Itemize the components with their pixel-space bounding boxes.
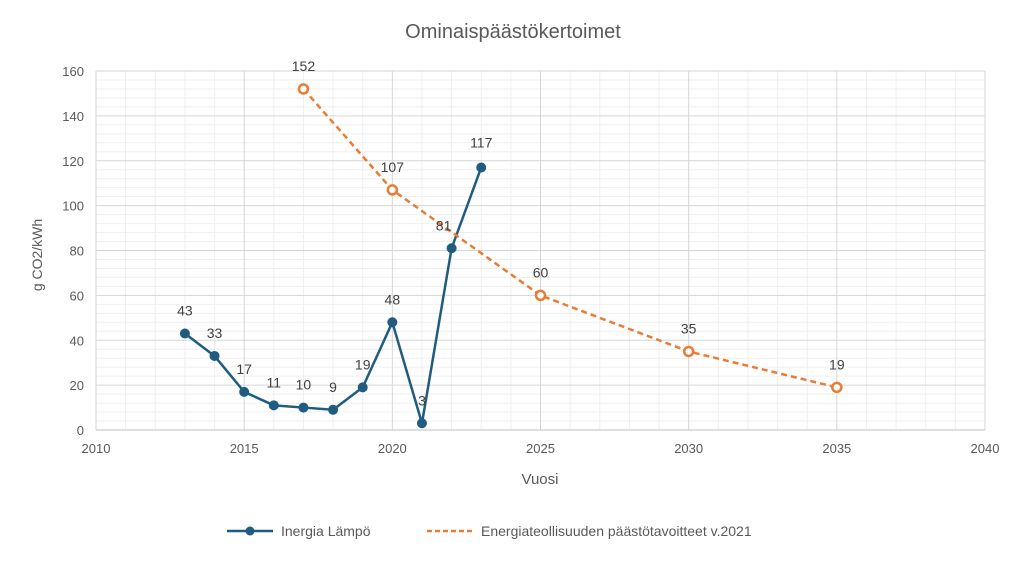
data-labels: 43 33 17 11 10 9 19 48 3 81 117 152 107 60 35 19: [177, 58, 845, 408]
series-line-1: [302, 88, 838, 389]
legend-label-energiateollisuus: Energiateollisuuden päästötavoitteet v.2…: [481, 523, 752, 539]
data-point: [209, 350, 220, 361]
data-point: [534, 289, 547, 302]
legend-item-inergia: Inergia Lämpö: [227, 523, 371, 539]
data-point: [179, 328, 190, 339]
data-label: 3: [418, 392, 426, 408]
x-tick-label: 2025: [526, 441, 555, 456]
data-point: [239, 386, 250, 397]
data-label: 9: [329, 379, 337, 395]
data-point: [328, 404, 339, 415]
data-point: [298, 402, 309, 413]
legend: Inergia Lämpö Energiateollisuuden päästö…: [227, 523, 752, 539]
data-label: 17: [236, 361, 252, 377]
legend-marker-inergia: [245, 526, 255, 536]
data-point: [268, 400, 279, 411]
data-point: [386, 184, 399, 196]
data-label: 19: [355, 356, 371, 372]
data-point: [446, 243, 457, 254]
y-tick-label: 40: [70, 333, 84, 348]
data-label: 81: [436, 217, 452, 233]
data-point: [387, 317, 398, 328]
data-label: 10: [296, 377, 312, 393]
data-label: 48: [385, 291, 401, 307]
x-tick-label: 2040: [971, 441, 1000, 456]
data-point: [357, 382, 368, 393]
data-point: [831, 381, 843, 394]
data-label: 152: [292, 58, 316, 74]
data-point: [682, 345, 695, 358]
y-tick-label: 160: [62, 64, 84, 79]
y-axis-title: g CO2/kWh: [29, 219, 45, 291]
data-label: 33: [207, 325, 223, 341]
x-tick-label: 2035: [822, 441, 851, 456]
data-label: 43: [177, 303, 193, 319]
chart-title: Ominaispäästökertoimet: [405, 21, 621, 43]
data-label: 19: [829, 356, 845, 372]
x-tick-label: 2015: [230, 441, 259, 456]
y-tick-label: 60: [70, 288, 84, 303]
x-tick-label: 2020: [378, 441, 407, 456]
y-tick-label: 120: [62, 154, 84, 169]
axes: 2010 2015 2020 2025 2030 2035 2040020406080100…: [62, 64, 999, 456]
data-point: [416, 418, 427, 429]
data-point: [297, 83, 310, 95]
data-label: 60: [533, 264, 549, 280]
data-label: 11: [267, 374, 282, 390]
legend-item-energiateollisuus: Energiateollisuuden päästötavoitteet v.2…: [427, 523, 752, 539]
data-label: 107: [381, 159, 405, 175]
legend-label-inergia: Inergia Lämpö: [281, 523, 371, 539]
y-tick-label: 100: [62, 199, 84, 214]
data-label: 35: [681, 320, 697, 336]
x-tick-label: 2030: [674, 441, 703, 456]
data-point: [476, 162, 487, 173]
y-tick-label: 0: [77, 423, 84, 438]
x-tick-label: 2010: [82, 441, 111, 456]
gridlines: [95, 70, 986, 431]
y-tick-label: 140: [62, 109, 84, 124]
y-tick-label: 80: [70, 244, 84, 259]
data-label: 117: [470, 134, 493, 150]
x-axis-title: Vuosi: [522, 471, 559, 488]
y-tick-label: 20: [70, 378, 84, 393]
series-lines: [179, 83, 843, 429]
